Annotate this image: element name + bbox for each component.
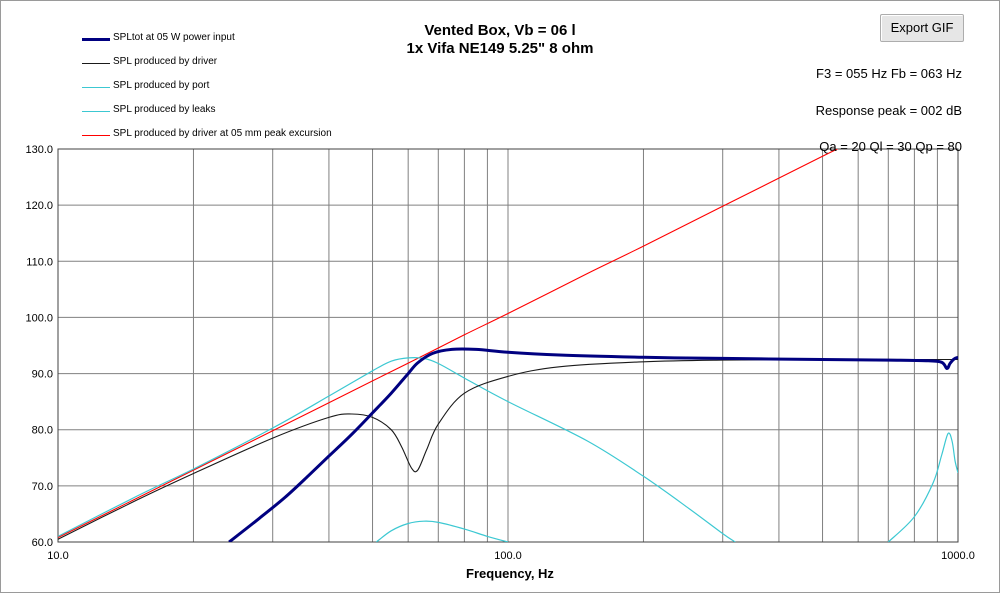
x-tick-labels: 10.0 100.0 1000.0 xyxy=(47,550,975,562)
legend-swatch-total xyxy=(82,38,110,41)
y-tick-labels: 60.0 70.0 80.0 90.0 100.0 110.0 120.0 130.0 xyxy=(25,144,53,549)
y-gridlines xyxy=(58,204,958,487)
legend-label-total: SPLtot at 05 W power input xyxy=(113,32,235,43)
x-tick-label: 10.0 xyxy=(47,550,68,562)
legend-item-total: SPLtot at 05 W power input xyxy=(82,30,402,50)
y-tick-label: 90.0 xyxy=(32,369,53,381)
legend-item-excursion: SPL produced by driver at 05 mm peak exc… xyxy=(82,126,402,146)
series-spl-excursion xyxy=(58,149,839,538)
y-tick-label: 80.0 xyxy=(32,425,53,437)
legend-label-leaks: SPL produced by leaks xyxy=(113,104,216,115)
series-group xyxy=(58,149,958,542)
chart-subtitle: 1x Vifa NE149 5.25" 8 ohm xyxy=(406,40,594,57)
y-tick-label: 130.0 xyxy=(25,144,53,156)
legend-label-driver: SPL produced by driver xyxy=(113,56,218,67)
y-tick-label: 60.0 xyxy=(32,537,53,549)
x-tick-label: 100.0 xyxy=(494,550,522,562)
legend-label-port: SPL produced by port xyxy=(113,80,210,91)
y-tick-label: 70.0 xyxy=(32,481,53,493)
q-values-readout: Qa = 20 Ql = 30 Qp = 80 xyxy=(819,139,962,154)
x-axis-label: Frequency, Hz xyxy=(466,566,554,581)
response-peak-readout: Response peak = 002 dB xyxy=(815,103,962,118)
series-spl-driver xyxy=(58,358,958,540)
y-tick-label: 110.0 xyxy=(26,256,53,268)
legend-item-driver: SPL produced by driver xyxy=(82,54,402,74)
f3-fb-readout: F3 = 055 Hz Fb = 063 Hz xyxy=(816,66,962,81)
legend-item-leaks: SPL produced by leaks xyxy=(82,102,402,122)
series-spl-total xyxy=(228,347,958,542)
chart-title: Vented Box, Vb = 06 l xyxy=(424,22,576,39)
export-gif-button[interactable]: Export GIF xyxy=(880,14,964,42)
legend-label-excursion: SPL produced by driver at 05 mm peak exc… xyxy=(113,128,332,139)
y-tick-label: 100.0 xyxy=(25,312,53,324)
legend-swatch-excursion xyxy=(82,135,110,136)
x-tick-label: 1000.0 xyxy=(941,550,975,562)
series-spl-leaks xyxy=(376,520,509,542)
legend-item-port: SPL produced by port xyxy=(82,78,402,98)
legend-swatch-port xyxy=(82,87,110,88)
legend-swatch-driver xyxy=(82,63,110,64)
y-tick-label: 120.0 xyxy=(25,200,53,212)
x-gridlines xyxy=(192,149,938,542)
series-spl-leaks-high xyxy=(887,432,958,542)
legend-swatch-leaks xyxy=(82,111,110,112)
